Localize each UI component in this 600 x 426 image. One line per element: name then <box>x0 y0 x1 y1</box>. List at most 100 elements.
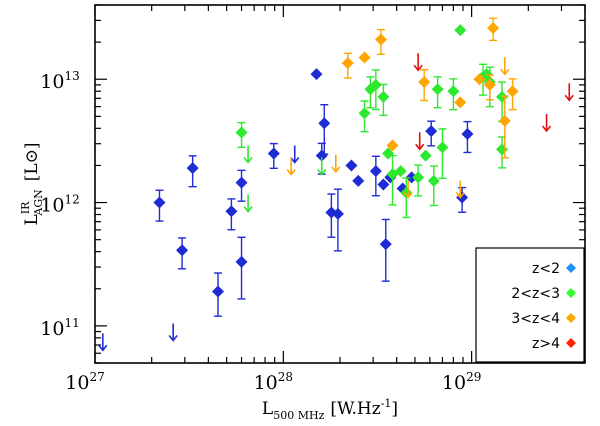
y-axis-title-unit: [L <box>22 163 42 181</box>
upper-limit-arrowhead <box>455 192 465 199</box>
data-point <box>315 149 328 162</box>
series-3 <box>413 53 574 151</box>
legend-marker <box>566 338 576 348</box>
upper-limit-arrowhead <box>413 64 423 72</box>
x-tick-label-base: 10 <box>442 372 466 394</box>
upper-limit-arrowhead <box>98 344 108 352</box>
series-1 <box>235 24 509 219</box>
legend-label: z<2 <box>532 261 560 277</box>
data-point <box>461 127 474 140</box>
data-point <box>382 147 395 160</box>
upper-limit-arrowhead <box>243 206 253 213</box>
upper-limit-arrowhead <box>415 143 425 151</box>
data-point <box>418 75 431 88</box>
x-tick-label-exp: 27 <box>89 370 104 384</box>
data-point <box>235 176 248 189</box>
y-tick-label-base: 10 <box>40 318 64 340</box>
data-point <box>473 73 486 86</box>
legend-marker <box>566 288 576 298</box>
data-point <box>427 174 440 187</box>
data-point <box>267 147 280 160</box>
data-point <box>374 33 387 46</box>
data-point <box>377 90 390 103</box>
y-tick-label-base: 10 <box>40 195 64 217</box>
x-axis-title-unit: [W.Hz <box>330 399 380 419</box>
x-tick-label-base: 10 <box>254 372 278 394</box>
upper-limit-arrowhead <box>168 335 178 342</box>
data-point <box>369 78 382 91</box>
upper-limit-arrowhead <box>286 168 296 176</box>
data-point <box>225 205 238 218</box>
y-tick-label-exp: 11 <box>64 316 79 330</box>
data-point <box>310 68 323 81</box>
upper-limit-arrowhead <box>500 68 510 76</box>
data-point <box>235 255 248 268</box>
data-point <box>386 139 399 152</box>
x-axis-title-unit-close: ] <box>391 399 398 419</box>
data-point <box>379 238 392 251</box>
y-axis-title-unit-sym: ⊙ <box>22 149 42 163</box>
data-point <box>419 149 432 162</box>
upper-limit-arrowhead <box>243 156 253 164</box>
x-axis-title: L500 MHz [W.Hz-1] <box>262 397 398 422</box>
data-point <box>153 196 166 209</box>
series-0 <box>98 68 474 352</box>
data-point <box>447 85 460 98</box>
legend: z<2 2<z<3 3<z<4 z>4 <box>475 247 585 363</box>
x-axis-title-sub: 500 MHz <box>273 409 324 422</box>
data-point <box>405 171 418 184</box>
y-axis-title-sup: IR <box>19 201 32 214</box>
y-axis-title-unit-close: ] <box>22 142 42 149</box>
x-tick-label-exp: 28 <box>278 370 293 384</box>
x-tick-label-base: 10 <box>65 372 89 394</box>
data-point <box>412 171 425 184</box>
data-point <box>345 159 358 172</box>
data-point <box>358 51 371 64</box>
data-point <box>498 114 511 127</box>
upper-limit-arrowhead <box>541 125 552 133</box>
y-axis-title: LIRAGN [L⊙] <box>19 142 45 225</box>
data-point <box>454 24 467 37</box>
data-point <box>331 207 344 220</box>
upper-limit-arrowhead <box>317 168 327 176</box>
upper-limit-arrowhead <box>331 166 341 174</box>
data-point <box>341 57 354 70</box>
x-axis-title-main: L <box>262 399 273 419</box>
data-point <box>436 141 449 154</box>
data-point <box>425 125 438 138</box>
data-point <box>454 96 467 109</box>
data-point <box>483 78 496 91</box>
data-marks <box>98 17 574 352</box>
legend-marker <box>566 263 576 273</box>
y-axis-title-sub: AGN <box>32 189 45 217</box>
legend-box <box>475 247 585 363</box>
data-point <box>235 126 248 139</box>
data-point <box>352 174 365 187</box>
data-point <box>186 162 199 175</box>
data-point <box>358 107 371 120</box>
data-point <box>394 165 407 178</box>
data-point <box>318 117 331 130</box>
x-tick-label: 1028 <box>254 370 293 394</box>
upper-limit-arrowhead <box>564 94 574 102</box>
upper-limit-arrowhead <box>290 156 300 164</box>
upper-limit-arrowhead <box>403 192 413 199</box>
y-axis-title-main: L <box>22 214 42 225</box>
data-point <box>176 244 189 257</box>
legend-label: 3<z<4 <box>511 311 560 327</box>
data-point <box>456 191 469 204</box>
x-tick-label: 1029 <box>442 370 481 394</box>
legend-label: z>4 <box>532 336 560 352</box>
data-point <box>369 165 382 178</box>
y-tick-label-exp: 13 <box>64 69 79 83</box>
x-axis-title-unit-exp: -1 <box>381 397 392 410</box>
series-2 <box>286 17 519 199</box>
x-tick-label-exp: 29 <box>466 370 481 384</box>
data-point <box>487 22 500 35</box>
data-point <box>506 85 519 98</box>
x-tick-label: 1027 <box>65 370 104 394</box>
y-tick-label: 1012 <box>40 193 79 217</box>
legend-label: 2<z<3 <box>511 286 560 302</box>
